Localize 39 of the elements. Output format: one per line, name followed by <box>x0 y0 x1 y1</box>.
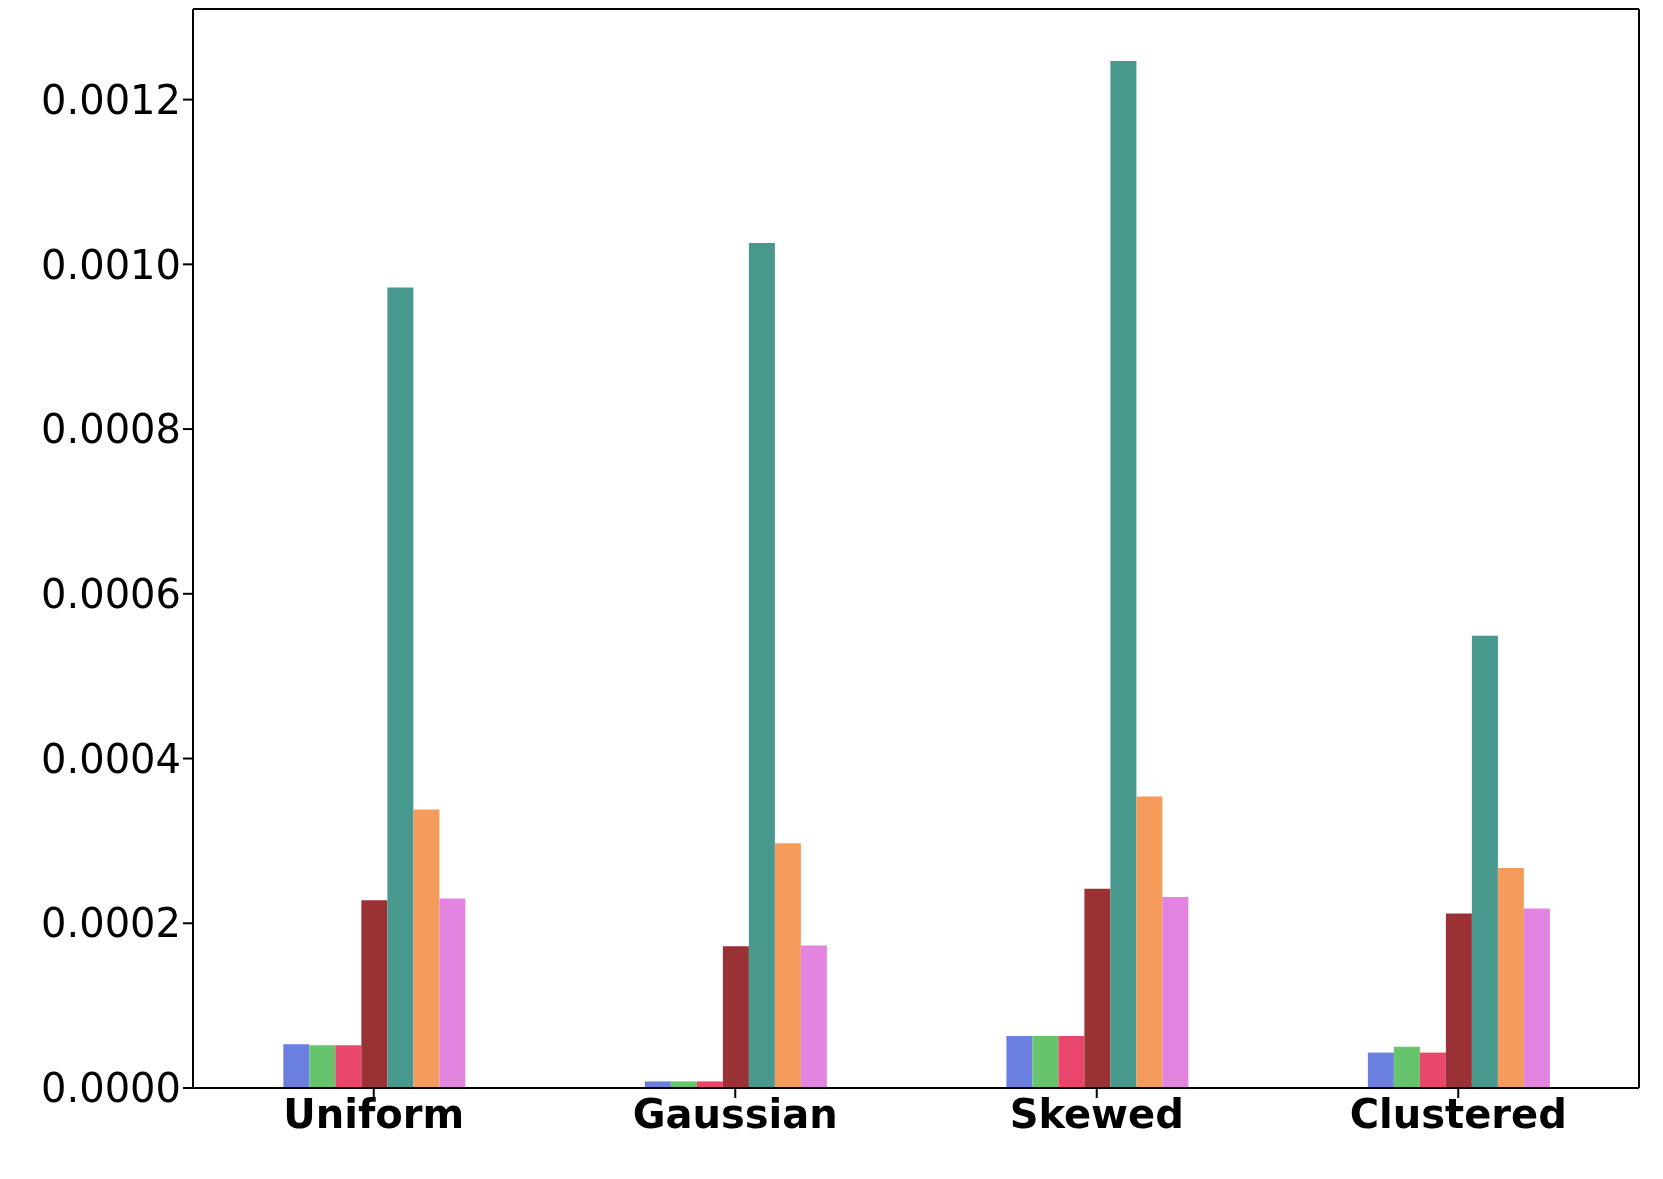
bar <box>1162 896 1189 1088</box>
bar <box>1110 60 1137 1088</box>
bar <box>1084 888 1111 1088</box>
x-tick-label: Skewed <box>1009 1091 1184 1138</box>
x-tick-label: Clustered <box>1349 1091 1567 1138</box>
y-tick-label: 0.0002 <box>41 900 181 947</box>
bar <box>1445 913 1472 1088</box>
y-tick-label: 0.0004 <box>41 735 181 782</box>
bar <box>1032 1036 1059 1088</box>
bar <box>1471 635 1498 1088</box>
bar <box>1006 1036 1033 1088</box>
y-tick-label: 0.0010 <box>41 241 181 288</box>
x-tick-label: Uniform <box>283 1091 465 1138</box>
bar <box>283 1044 310 1088</box>
y-tick-label: 0.0008 <box>41 406 181 453</box>
bar <box>387 287 414 1088</box>
y-tick-label: 0.0000 <box>41 1065 181 1112</box>
bar <box>800 945 827 1088</box>
bar <box>722 946 749 1088</box>
x-tick-label: Gaussian <box>632 1091 838 1138</box>
bar <box>361 900 388 1088</box>
bar <box>309 1045 336 1088</box>
bar <box>1058 1036 1085 1088</box>
bar <box>413 809 440 1088</box>
bar <box>774 843 801 1088</box>
bar <box>439 898 466 1088</box>
bar <box>1497 868 1524 1088</box>
bar <box>644 1081 671 1088</box>
bar <box>1136 796 1163 1088</box>
bar <box>335 1045 362 1088</box>
bar <box>1367 1052 1394 1088</box>
y-tick-label: 0.0006 <box>41 571 181 617</box>
bar <box>748 242 775 1088</box>
bar <box>696 1081 723 1088</box>
y-tick-label: 0.0012 <box>41 76 181 123</box>
bar <box>670 1081 697 1088</box>
bar <box>1523 908 1550 1088</box>
bar <box>1419 1052 1446 1088</box>
bar <box>1393 1046 1420 1088</box>
